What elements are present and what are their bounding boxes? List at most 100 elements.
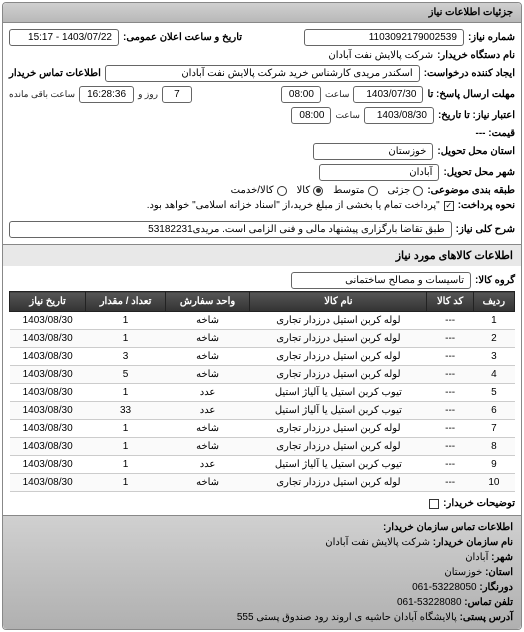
- table-row[interactable]: 7---لوله کربن استیل درزدار تجاریشاخه1140…: [10, 420, 515, 438]
- radio-circle-icon: [413, 186, 423, 196]
- table-cell: شاخه: [165, 366, 249, 384]
- label-remain-days: روز و: [138, 89, 158, 100]
- row-description: شرح کلی نیاز: طبق تقاضا بارگزاری پیشنهاد…: [9, 219, 515, 240]
- table-cell: 1403/08/30: [10, 330, 86, 348]
- row-requester: ایجاد کننده درخواست: اسکندر مریدی کارشنا…: [9, 63, 515, 84]
- label-remain-time: ساعت باقی مانده: [9, 89, 75, 100]
- table-cell: 10: [473, 474, 514, 492]
- table-row[interactable]: 9---تیوب کربن استیل یا آلیاژ استیلعدد114…: [10, 456, 515, 474]
- table-header-cell: تاریخ نیاز: [10, 292, 86, 312]
- row-city: شهر محل تحویل: آبادان: [9, 162, 515, 183]
- table-cell: ---: [427, 384, 473, 402]
- table-cell: عدد: [165, 402, 249, 420]
- radio-label-1: متوسط: [333, 185, 364, 196]
- table-cell: 1: [86, 438, 166, 456]
- table-cell: تیوب کربن استیل یا آلیاژ استیل: [250, 384, 427, 402]
- value-province: خوزستان: [313, 143, 433, 160]
- row-province: استان محل تحویل: خوزستان: [9, 141, 515, 162]
- table-cell: تیوب کربن استیل یا آلیاژ استیل: [250, 402, 427, 420]
- panel-title: جزئیات اطلاعات نیاز: [429, 7, 513, 18]
- value-remain-days: 7: [162, 86, 192, 103]
- table-cell: 4: [473, 366, 514, 384]
- table-row[interactable]: 8---لوله کربن استیل درزدار تجاریشاخه1140…: [10, 438, 515, 456]
- label-description: شرح کلی نیاز:: [456, 224, 515, 235]
- row-valid-until: اعتبار نیاز: تا تاریخ: 1403/08/30 ساعت 0…: [9, 105, 515, 126]
- footer-fax-value: 53228050-061: [412, 582, 477, 593]
- goods-table: ردیفکد کالانام کالاواحد سفارشتعداد / مقد…: [9, 291, 515, 492]
- goods-section-title: اطلاعات کالاهای مورد نیاز: [3, 244, 521, 266]
- table-cell: لوله کربن استیل درزدار تجاری: [250, 348, 427, 366]
- row-request-no: شماره نیاز: 1103092179002539 تاریخ و ساع…: [9, 27, 515, 48]
- table-row[interactable]: 6---تیوب کربن استیل یا آلیاژ استیلعدد331…: [10, 402, 515, 420]
- row-payment: نحوه پرداخت: "پرداخت تمام یا بخشی از مبل…: [9, 198, 515, 213]
- value-description: طبق تقاضا بارگزاری پیشنهاد مالی و فنی ال…: [9, 221, 452, 238]
- row-price: قیمت: ---: [9, 126, 515, 141]
- radio-opt-1[interactable]: متوسط: [333, 185, 377, 196]
- value-buyer-name: شرکت پالایش نفت آبادان: [328, 50, 433, 61]
- table-cell: 1403/08/30: [10, 402, 86, 420]
- label-buyer-notes: توضیحات خریدار:: [443, 498, 515, 509]
- footer-title: اطلاعات تماس سازمان خریدار:: [383, 522, 513, 533]
- buyer-notes-checkbox[interactable]: [429, 499, 439, 509]
- row-buyer-notes: توضیحات خریدار:: [9, 496, 515, 511]
- table-cell: لوله کربن استیل درزدار تجاری: [250, 420, 427, 438]
- label-request-no: شماره نیاز:: [468, 32, 515, 43]
- table-cell: 1: [86, 456, 166, 474]
- table-header-cell: تعداد / مقدار: [86, 292, 166, 312]
- table-cell: ---: [427, 348, 473, 366]
- table-cell: 1403/08/30: [10, 420, 86, 438]
- radio-opt-3[interactable]: کالا/خدمت: [231, 185, 287, 196]
- label-goods-group: گروه کالا:: [475, 275, 515, 286]
- radio-opt-0[interactable]: جزئی: [388, 185, 424, 196]
- label-buyer-contact[interactable]: اطلاعات تماس خریدار: [9, 68, 101, 79]
- label-deadline: مهلت ارسال پاسخ: تا: [427, 89, 515, 100]
- label-requester: ایجاد کننده درخواست:: [424, 68, 515, 79]
- table-cell: 1403/08/30: [10, 348, 86, 366]
- table-row[interactable]: 5---تیوب کربن استیل یا آلیاژ استیلعدد114…: [10, 384, 515, 402]
- panel-body: شماره نیاز: 1103092179002539 تاریخ و ساع…: [3, 23, 521, 244]
- radio-label-2: کالا: [297, 185, 311, 196]
- payment-checkbox[interactable]: [444, 201, 454, 211]
- table-row[interactable]: 3---لوله کربن استیل درزدار تجاریشاخه3140…: [10, 348, 515, 366]
- label-category: طبقه بندی موضوعی:: [427, 185, 515, 196]
- footer-city-label: شهر:: [491, 552, 513, 563]
- footer-province-value: خوزستان: [444, 567, 482, 578]
- table-header-cell: ردیف: [473, 292, 514, 312]
- table-cell: شاخه: [165, 420, 249, 438]
- table-cell: عدد: [165, 456, 249, 474]
- row-goods-group: گروه کالا: تاسیسات و مصالح ساختمانی: [9, 270, 515, 291]
- table-cell: شاخه: [165, 348, 249, 366]
- main-panel: جزئیات اطلاعات نیاز شماره نیاز: 11030921…: [2, 2, 522, 630]
- table-header-cell: کد کالا: [427, 292, 473, 312]
- footer-city-value: آبادان: [465, 552, 488, 563]
- table-row[interactable]: 10---لوله کربن استیل درزدار تجاریشاخه114…: [10, 474, 515, 492]
- value-requester: اسکندر مریدی کارشناس خرید شرکت پالایش نف…: [105, 65, 420, 82]
- radio-circle-icon: [368, 186, 378, 196]
- label-announce-date: تاریخ و ساعت اعلان عمومی:: [123, 32, 242, 43]
- row-buyer-name: نام دستگاه خریدار: شرکت پالایش نفت آبادا…: [9, 48, 515, 63]
- table-cell: 5: [473, 384, 514, 402]
- table-cell: 1: [473, 312, 514, 330]
- value-city: آبادان: [319, 164, 439, 181]
- table-header-cell: نام کالا: [250, 292, 427, 312]
- table-cell: شاخه: [165, 330, 249, 348]
- table-header-cell: واحد سفارش: [165, 292, 249, 312]
- row-category: طبقه بندی موضوعی: جزئی متوسط کالا کالا/خ…: [9, 183, 515, 198]
- footer-address-value: پالایشگاه آبادان حاشیه ی اروند رود صندوق…: [237, 612, 457, 623]
- table-cell: ---: [427, 456, 473, 474]
- table-cell: 2: [473, 330, 514, 348]
- table-cell: لوله کربن استیل درزدار تجاری: [250, 312, 427, 330]
- table-cell: ---: [427, 330, 473, 348]
- value-goods-group: تاسیسات و مصالح ساختمانی: [291, 272, 471, 289]
- table-cell: 1: [86, 420, 166, 438]
- radio-opt-2[interactable]: کالا: [297, 185, 324, 196]
- label-valid-time: ساعت: [335, 110, 360, 121]
- table-row[interactable]: 1---لوله کربن استیل درزدار تجاریشاخه1140…: [10, 312, 515, 330]
- table-row[interactable]: 2---لوله کربن استیل درزدار تجاریشاخه1140…: [10, 330, 515, 348]
- row-deadline: مهلت ارسال پاسخ: تا 1403/07/30 ساعت 08:0…: [9, 84, 515, 105]
- table-cell: لوله کربن استیل درزدار تجاری: [250, 474, 427, 492]
- table-row[interactable]: 4---لوله کربن استیل درزدار تجاریشاخه5140…: [10, 366, 515, 384]
- table-cell: 1403/08/30: [10, 456, 86, 474]
- table-cell: 33: [86, 402, 166, 420]
- footer-address-label: آدرس پستی:: [460, 612, 513, 623]
